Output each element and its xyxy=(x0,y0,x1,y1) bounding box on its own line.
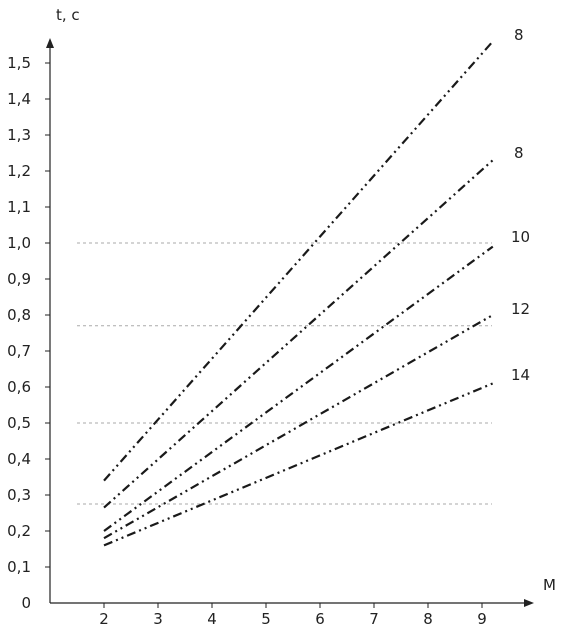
y-tick-label: 1,1 xyxy=(7,198,31,216)
y-tick-label: 0,4 xyxy=(7,450,31,468)
series-line-4 xyxy=(103,314,494,540)
y-tick-label: 0,7 xyxy=(7,342,31,360)
series-line-5 xyxy=(103,382,494,547)
y-tick-label: 1,2 xyxy=(7,162,31,180)
y-axis-arrow-icon xyxy=(46,38,54,48)
series-label-2: 8 xyxy=(514,144,524,162)
series-label-5: 14 xyxy=(511,366,530,384)
x-tick-label: 2 xyxy=(99,610,109,628)
y-axis-title: t, c xyxy=(56,6,80,24)
series-label-4: 12 xyxy=(511,300,530,318)
reference-lines xyxy=(77,242,492,505)
series-label-1: 8 xyxy=(514,26,524,44)
x-tick-label: 7 xyxy=(369,610,379,628)
y-tick-label: 0,2 xyxy=(7,522,31,540)
x-axis-title: M xyxy=(543,576,556,594)
y-tick-label: 0,5 xyxy=(7,414,31,432)
y-tick-label: 0,8 xyxy=(7,306,31,324)
series-line-2 xyxy=(103,159,494,509)
axes xyxy=(45,38,534,608)
y-tick-label: 0,3 xyxy=(7,486,31,504)
x-tick-label: 3 xyxy=(153,610,163,628)
labels-group: 0 0,1 0,2 0,3 0,4 0,5 0,6 0,7 0,8 0,9 1,0 1,1 1,2 1,3… xyxy=(7,6,556,628)
series-label-3: 10 xyxy=(511,228,530,246)
y-tick-label: 0,1 xyxy=(7,558,31,576)
series-group xyxy=(103,40,494,547)
x-tick-label: 6 xyxy=(315,610,325,628)
y-tick-label: 0,6 xyxy=(7,378,31,396)
y-tick-label: 1,4 xyxy=(7,90,31,108)
y-tick-label: 0 xyxy=(21,594,31,612)
series-line-1 xyxy=(103,40,494,482)
y-tick-label: 1,5 xyxy=(7,54,31,72)
x-tick-label: 9 xyxy=(477,610,487,628)
x-tick-label: 5 xyxy=(261,610,271,628)
y-tick-label: 1,0 xyxy=(7,234,31,252)
y-tick-label: 0,9 xyxy=(7,270,31,288)
x-tick-label: 8 xyxy=(423,610,433,628)
series-line-3 xyxy=(103,245,494,532)
x-axis-arrow-icon xyxy=(524,599,534,607)
y-tick-label: 1,3 xyxy=(7,126,31,144)
x-tick-label: 4 xyxy=(207,610,217,628)
